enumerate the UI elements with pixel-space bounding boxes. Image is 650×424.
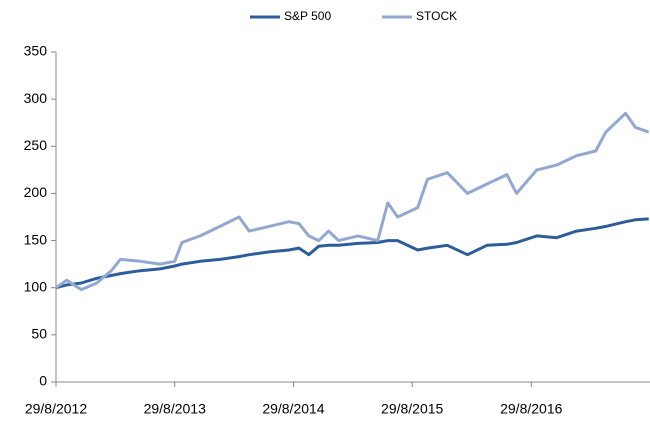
y-tick-label: 50 bbox=[31, 326, 47, 342]
y-tick-label: 150 bbox=[24, 231, 48, 247]
x-tick-label: 29/8/2013 bbox=[144, 401, 206, 417]
y-tick-label: 200 bbox=[24, 184, 48, 200]
x-tick-label: 29/8/2012 bbox=[25, 401, 87, 417]
legend: S&P 500 STOCK bbox=[250, 9, 457, 23]
y-tick-label: 300 bbox=[24, 90, 48, 106]
series-line bbox=[55, 217, 649, 290]
x-tick-label: 29/8/2014 bbox=[262, 401, 324, 417]
y-tick-label: 350 bbox=[24, 43, 48, 59]
series-line bbox=[55, 111, 650, 292]
x-tick-label: 29/8/2015 bbox=[381, 401, 443, 417]
legend-label: S&P 500 bbox=[284, 9, 331, 23]
y-tick-label: 0 bbox=[39, 373, 47, 389]
x-tick-label: 29/8/2016 bbox=[500, 401, 562, 417]
legend-label: STOCK bbox=[416, 9, 457, 23]
y-tick-label: 100 bbox=[24, 278, 48, 294]
y-tick-label: 250 bbox=[24, 137, 48, 153]
